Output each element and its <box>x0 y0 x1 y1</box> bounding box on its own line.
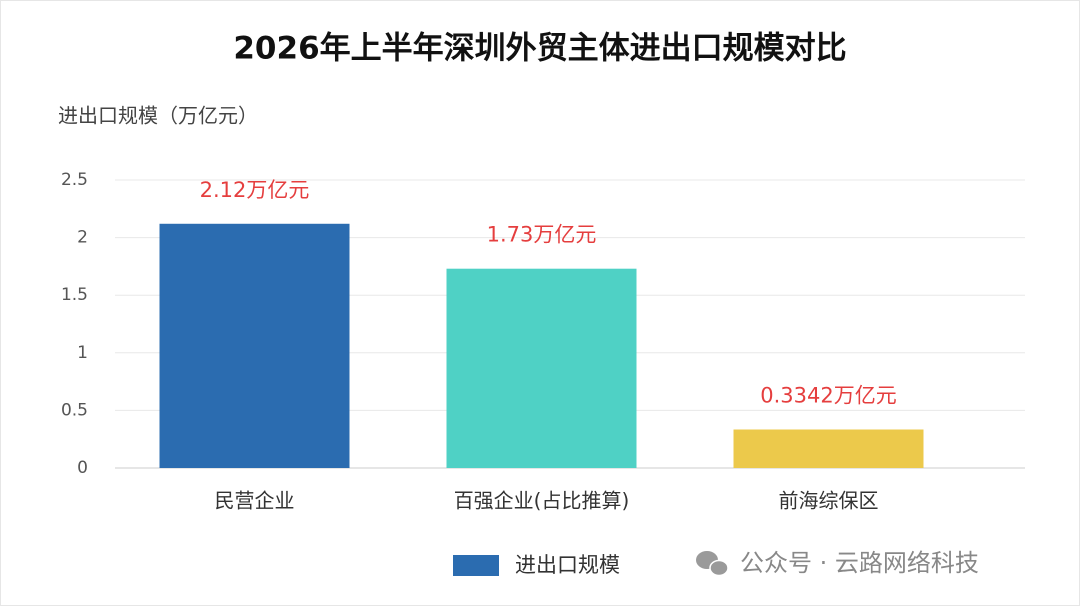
chart-title: 2026年上半年深圳外贸主体进出口规模对比 <box>233 31 846 67</box>
y-tick-label: 1.5 <box>61 285 88 305</box>
value-label: 0.3342万亿元 <box>760 384 896 408</box>
y-tick-label: 2.5 <box>61 170 88 190</box>
bar <box>159 223 350 468</box>
x-tick-label: 民营企业 <box>215 489 295 513</box>
watermark-icon <box>696 551 729 577</box>
legend-swatch <box>453 555 499 576</box>
y-tick-label: 2 <box>77 228 88 248</box>
watermark: 公众号 · 云路网络科技 <box>740 549 979 577</box>
y-tick-label: 1 <box>77 343 88 363</box>
value-label: 2.12万亿元 <box>200 178 310 202</box>
value-label: 1.73万亿元 <box>487 223 597 247</box>
x-tick-label: 前海综保区 <box>779 489 879 513</box>
legend-label: 进出口规模 <box>515 553 620 577</box>
y-axis-title: 进出口规模（万亿元） <box>58 104 258 128</box>
y-tick-label: 0 <box>77 458 88 478</box>
x-tick-label: 百强企业(占比推算) <box>454 489 630 513</box>
y-tick-label: 0.5 <box>61 400 88 420</box>
bar <box>733 429 924 468</box>
bar <box>446 268 637 468</box>
